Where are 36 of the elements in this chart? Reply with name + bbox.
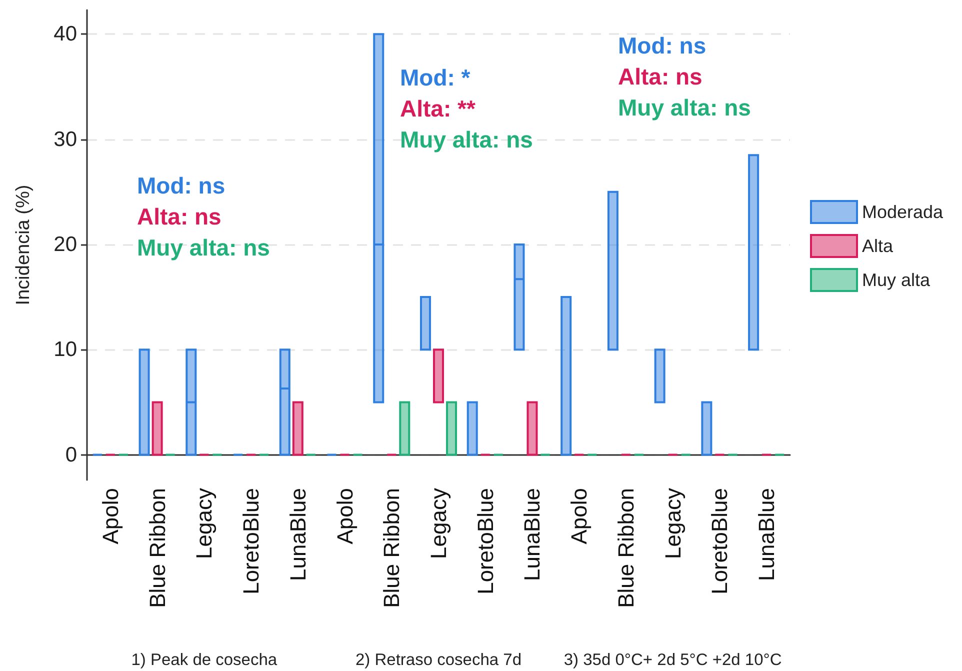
y-tick-label: 0: [65, 443, 77, 466]
x-tick-label: LoretoBlue: [472, 488, 498, 594]
annotation: Alta: ns: [137, 204, 222, 230]
x-tick-label: LunaBlue: [754, 488, 780, 581]
annotation: Muy alta: ns: [618, 94, 751, 120]
x-tick-label: Apolo: [566, 488, 592, 544]
annotation: Muy alta: ns: [137, 234, 270, 260]
annotation: Mod: ns: [137, 172, 226, 198]
x-tick-label: Legacy: [192, 488, 217, 559]
text: 1) Peak de cosecha: [131, 651, 278, 669]
x-tick-label: LoretoBlue: [238, 488, 264, 594]
y-tick-label: 10: [54, 338, 77, 362]
y-tick-label: 40: [54, 22, 77, 46]
y-axis-title: Incidencia (%): [13, 184, 34, 306]
x-tick-label: Apolo: [332, 488, 358, 544]
x-tick-label: LunaBlue: [520, 488, 545, 581]
x-tick-label: Blue Ribbon: [613, 488, 638, 608]
y-tick-label: 20: [54, 232, 77, 256]
annotation: Mod: ns: [618, 32, 706, 58]
annotation: Alta: **: [400, 96, 476, 122]
legend-label: Muy alta: [862, 270, 932, 290]
text: 3) 35d 0°C+ 2d 5°C +2d 10°C: [564, 651, 782, 669]
y-tick-label: 30: [54, 128, 77, 151]
annotation: Mod: *: [400, 64, 470, 90]
x-tick-label: LoretoBlue: [707, 488, 732, 594]
x-tick-label: Blue Ribbon: [144, 488, 170, 608]
x-tick-label: Legacy: [660, 488, 686, 559]
legend-label: Alta: [862, 236, 894, 256]
text: 2) Retraso cosecha 7d: [355, 651, 522, 669]
x-tick-label: Apolo: [98, 488, 123, 544]
annotation: Muy alta: ns: [400, 126, 533, 152]
x-tick-label: Legacy: [426, 488, 451, 559]
x-tick-label: Blue Ribbon: [379, 488, 404, 608]
annotation: Alta: ns: [618, 64, 702, 90]
legend-label: Moderada: [862, 202, 944, 222]
x-tick-label: LunaBlue: [285, 488, 310, 581]
